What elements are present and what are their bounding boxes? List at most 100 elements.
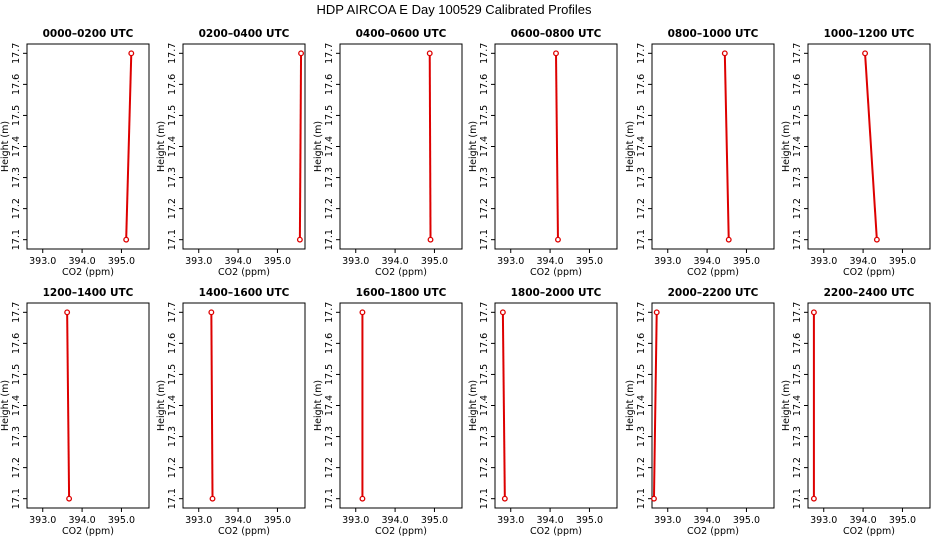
- x-tick-label: 394.0: [693, 515, 720, 526]
- y-tick-label: 17.3: [792, 426, 803, 447]
- y-tick-label: 17.4: [479, 395, 490, 416]
- y-tick-label: 17.7: [324, 43, 335, 64]
- y-tick-label: 17.6: [167, 74, 178, 95]
- y-tick-label: 17.2: [479, 457, 490, 478]
- x-axis-label: CO2 (ppm): [843, 526, 895, 537]
- y-tick-label: 17.7: [792, 302, 803, 323]
- x-tick-label: 394.0: [381, 256, 408, 267]
- y-tick-label: 17.5: [792, 105, 803, 126]
- y-tick-label: 17.2: [479, 198, 490, 219]
- profile-line: [298, 53, 303, 240]
- y-tick-label: 17.7: [167, 43, 178, 64]
- y-tick-label: 17.3: [479, 426, 490, 447]
- y-tick-label: 17.5: [636, 364, 647, 385]
- chart-panel-8: 1400–1600 UTC 393.0 394.0 395.0 17.1 17.2 17.3…: [156, 287, 306, 537]
- chart-panel-3: 0400–0600 UTC 393.0 394.0 395.0 17.1 17.2 17.3…: [313, 28, 463, 278]
- profile-line: [125, 53, 133, 240]
- x-tick-label: 395.0: [108, 256, 135, 267]
- y-tick-label: 17.6: [636, 333, 647, 354]
- profile-point: [555, 236, 561, 243]
- y-tick-label: 17.2: [636, 457, 647, 478]
- y-axis-label: Height (m): [313, 380, 324, 431]
- chart-panel-7: 1200–1400 UTC 393.0 394.0 395.0 17.1 17.2 17.3…: [0, 287, 150, 537]
- profile-point: [810, 309, 817, 316]
- y-tick-label: 17.1: [479, 229, 490, 250]
- profile-point: [721, 50, 728, 57]
- y-axis-label: Height (m): [468, 121, 479, 172]
- y-tick-label: 17.5: [479, 105, 490, 126]
- x-tick-label: 395.0: [733, 256, 760, 267]
- y-tick-label: 17.5: [11, 105, 22, 126]
- profile-point: [359, 495, 366, 502]
- y-tick-label: 17.2: [324, 198, 335, 219]
- chart-panel-2: 0200–0400 UTC 393.0 394.0 395.0 17.1 17.2 17.3…: [156, 28, 306, 278]
- figure-title: HDP AIRCOA E Day 100529 Calibrated Profi…: [316, 2, 592, 17]
- y-tick-label: 17.1: [479, 488, 490, 509]
- y-tick-label: 17.7: [324, 302, 335, 323]
- y-tick-label: 17.4: [636, 395, 647, 416]
- panel-title: 2200–2400 UTC: [824, 287, 915, 299]
- y-tick-label: 17.1: [167, 488, 178, 509]
- y-tick-label: 17.2: [792, 198, 803, 219]
- panel-grid: 0000–0200 UTC 393.0 394.0 395.0 17.1 17.2 17.3…: [0, 28, 931, 537]
- profile-point: [426, 50, 433, 57]
- x-axis-label: CO2 (ppm): [687, 267, 739, 278]
- y-tick-label: 17.7: [11, 302, 22, 323]
- y-tick-label: 17.6: [11, 74, 22, 95]
- y-tick-label: 17.4: [636, 136, 647, 157]
- y-tick-label: 17.3: [479, 167, 490, 188]
- profile-line: [723, 53, 730, 240]
- y-tick-label: 17.5: [636, 105, 647, 126]
- x-tick-label: 395.0: [421, 256, 448, 267]
- x-tick-label: 393.0: [654, 256, 681, 267]
- x-tick-label: 395.0: [576, 256, 603, 267]
- y-tick-label: 17.7: [792, 43, 803, 64]
- profile-line: [555, 53, 559, 240]
- chart-panel-9: 1600–1800 UTC 393.0 394.0 395.0 17.1 17.2 17.3…: [313, 287, 463, 537]
- panel-title: 0000–0200 UTC: [43, 28, 134, 40]
- x-tick-label: 394.0: [849, 256, 876, 267]
- y-tick-label: 17.3: [792, 167, 803, 188]
- y-tick-label: 17.1: [636, 488, 647, 509]
- y-tick-label: 17.6: [479, 74, 490, 95]
- y-axis-label: Height (m): [781, 380, 792, 431]
- chart-panel-1: 0000–0200 UTC 393.0 394.0 395.0 17.1 17.2 17.3…: [0, 28, 150, 278]
- profile-point: [359, 309, 366, 316]
- y-tick-label: 17.4: [792, 395, 803, 416]
- y-tick-label: 17.1: [324, 488, 335, 509]
- y-tick-label: 17.1: [167, 229, 178, 250]
- y-axis-label: Height (m): [625, 121, 636, 172]
- panel-title: 0400–0600 UTC: [356, 28, 447, 40]
- y-tick-label: 17.3: [11, 167, 22, 188]
- x-tick-label: 394.0: [849, 515, 876, 526]
- profile-point: [725, 236, 732, 243]
- y-axis-label: Height (m): [781, 121, 792, 172]
- x-tick-label: 393.0: [810, 515, 837, 526]
- profile-point: [123, 236, 130, 243]
- y-tick-label: 17.5: [324, 364, 335, 385]
- y-tick-label: 17.4: [479, 136, 490, 157]
- y-tick-label: 17.5: [167, 105, 178, 126]
- x-tick-label: 395.0: [108, 515, 135, 526]
- profile-point: [208, 309, 215, 316]
- x-tick-label: 393.0: [185, 256, 212, 267]
- chart-panel-4: 0600–0800 UTC 393.0 394.0 395.0 17.1 17.2 17.3…: [468, 28, 618, 278]
- y-tick-label: 17.7: [479, 43, 490, 64]
- y-tick-label: 17.4: [324, 395, 335, 416]
- profile-point: [653, 309, 660, 316]
- profile-point: [651, 495, 657, 502]
- x-axis-label: CO2 (ppm): [530, 526, 582, 537]
- x-tick-label: 395.0: [264, 256, 291, 267]
- x-tick-label: 393.0: [654, 515, 681, 526]
- y-tick-label: 17.4: [167, 136, 178, 157]
- x-tick-label: 393.0: [497, 256, 524, 267]
- panel-title: 1400–1600 UTC: [199, 287, 290, 299]
- x-tick-label: 394.0: [224, 256, 251, 267]
- y-tick-label: 17.5: [11, 364, 22, 385]
- chart-panel-12: 2200–2400 UTC 393.0 394.0 395.0 17.1 17.2 17.3…: [781, 287, 931, 537]
- y-tick-label: 17.5: [479, 364, 490, 385]
- y-tick-label: 17.7: [167, 302, 178, 323]
- profile-point: [66, 495, 73, 502]
